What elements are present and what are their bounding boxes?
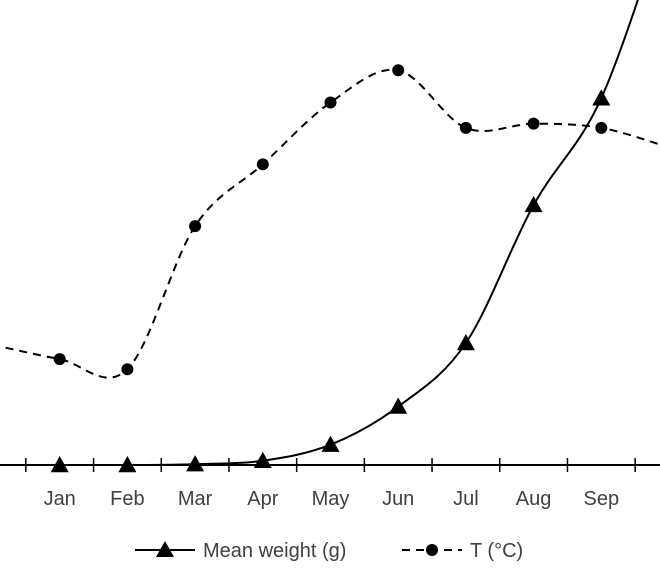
legend-weight-label: Mean weight (g) xyxy=(203,540,346,562)
weight-point-mar xyxy=(186,455,205,472)
temperature-point-apr xyxy=(256,158,269,171)
weight-point-aug xyxy=(524,195,543,213)
weight-point-jul xyxy=(456,334,475,351)
temperature-series-line xyxy=(0,68,660,379)
temperature-point-jan xyxy=(53,353,66,366)
temperature-point-mar xyxy=(189,220,202,233)
legend-weight-marker xyxy=(156,541,174,557)
temperature-point-jul xyxy=(459,121,472,134)
temperature-point-feb xyxy=(121,363,134,376)
legend: Mean weight (g) T (°C) xyxy=(135,540,523,562)
x-tick-label: Mar xyxy=(178,488,213,510)
plot-area xyxy=(0,0,660,473)
weight-point-may xyxy=(321,435,340,452)
x-tick-label: Feb xyxy=(110,488,144,510)
legend-temp-label: T (°C) xyxy=(470,540,523,562)
temperature-point-aug xyxy=(527,117,540,130)
x-tick-label: Jul xyxy=(453,488,479,510)
x-tick-label: Aug xyxy=(516,488,552,510)
temperature-point-jun xyxy=(392,64,405,77)
x-tick-label: May xyxy=(312,488,350,510)
weight-point-apr xyxy=(253,451,272,468)
x-axis: cJanFebMarAprMayJunJulAugSepO xyxy=(0,458,660,510)
x-tick-label: Sep xyxy=(584,488,620,510)
legend-temp-marker xyxy=(426,544,438,556)
temperature-point-sep xyxy=(595,121,608,134)
x-tick-label: Jun xyxy=(382,488,414,510)
temperature-point-may xyxy=(324,96,337,109)
x-tick-label: Apr xyxy=(247,488,278,510)
weight-point-sep xyxy=(592,89,611,106)
weight-point-jun xyxy=(389,397,408,414)
x-tick-label: Jan xyxy=(44,488,76,510)
weight-series-line xyxy=(59,0,639,467)
